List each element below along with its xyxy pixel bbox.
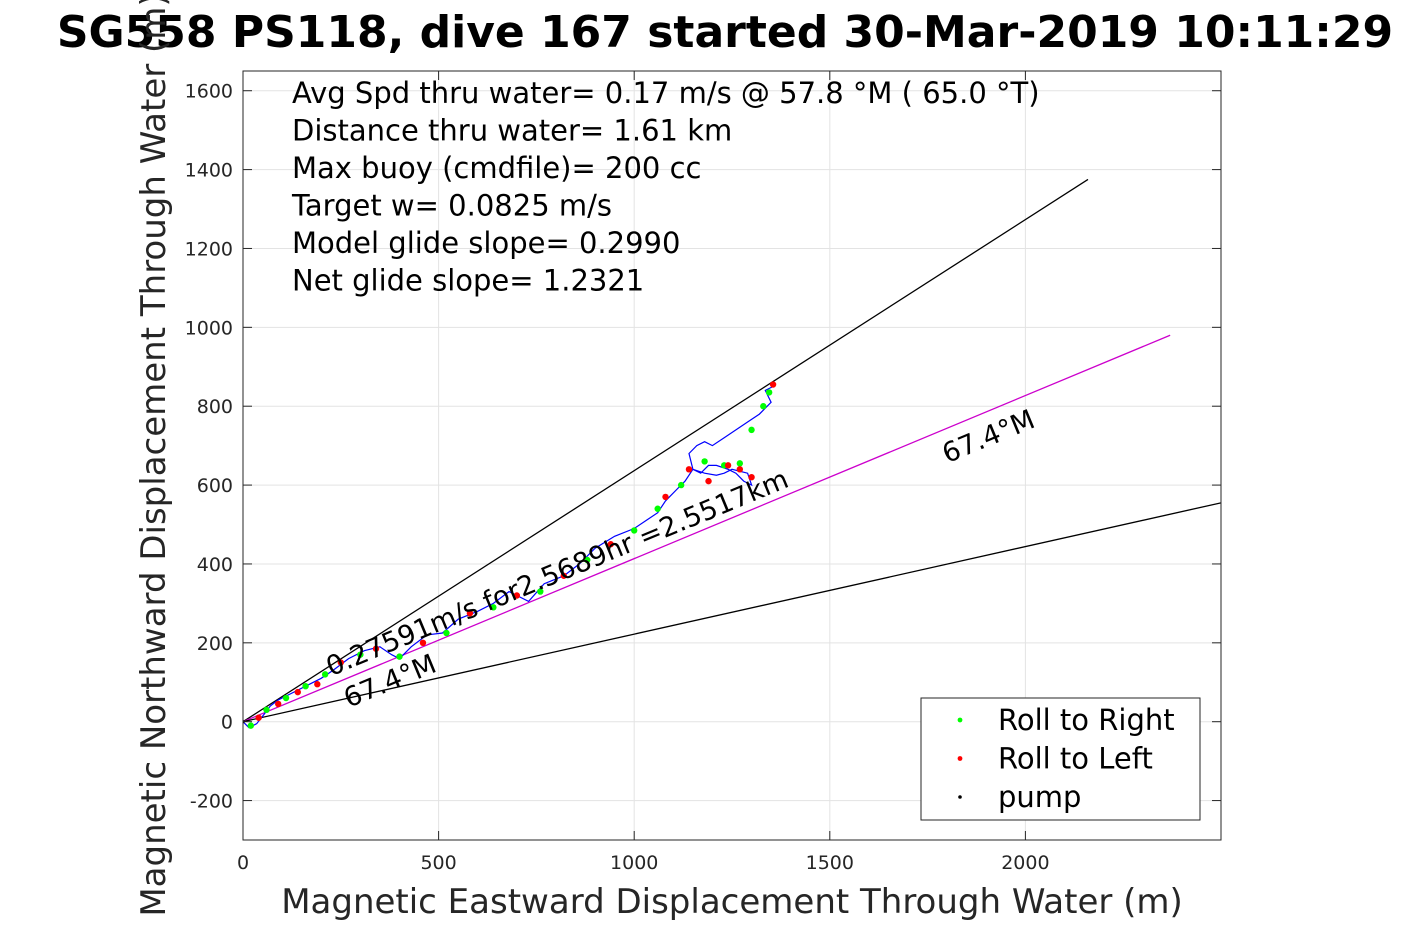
roll-right-point — [357, 651, 364, 658]
info-line: Distance thru water= 1.61 km — [292, 114, 732, 148]
x-tick-label: 1000 — [610, 852, 658, 874]
roll-right-point — [736, 460, 744, 467]
roll-left-point — [748, 473, 755, 481]
y-tick-label: -200 — [190, 791, 233, 813]
roll-right-point — [247, 722, 255, 729]
y-tick-label: 1400 — [185, 160, 233, 182]
info-line: Avg Spd thru water= 0.17 m/s @ 57.8 °M (… — [292, 76, 1040, 110]
legend-entry: Roll to Left — [998, 742, 1153, 776]
y-tick-label: 1200 — [185, 238, 233, 260]
roll-left-point — [419, 639, 427, 647]
roll-right-point — [321, 671, 329, 678]
roll-left-point — [314, 681, 321, 688]
roll-left-point — [513, 592, 521, 599]
plot-frame — [242, 70, 1222, 841]
y-tick-label: 0 — [221, 712, 233, 734]
roll-left-point — [607, 541, 614, 548]
y-tick-label: 200 — [197, 633, 233, 655]
info-line: Target w= 0.0825 m/s — [291, 189, 612, 223]
roll-right-point — [302, 683, 309, 690]
roll-right-point — [584, 556, 591, 564]
roll-left-point — [724, 462, 732, 469]
roll-right-point — [443, 629, 450, 637]
reference-line — [243, 178, 1089, 723]
roll-left-point — [337, 659, 344, 666]
roll-left-point — [466, 610, 474, 617]
roll-markers — [243, 381, 777, 729]
roll-left-point — [275, 700, 282, 708]
ticks — [242, 71, 1221, 840]
reference-line — [243, 502, 1221, 723]
legend-entry: Roll to Right — [998, 703, 1175, 737]
roll-left-point — [294, 688, 301, 696]
roll-left-point — [662, 493, 669, 501]
y-axis-label: Magnetic Northward Displacement Through … — [134, 0, 174, 917]
roll-left-point — [560, 572, 567, 579]
legend: Roll to Right Roll to Left pump — [920, 697, 1201, 821]
info-line: Max buoy (cmdfile)= 200 cc — [292, 151, 701, 185]
roll-left-point — [705, 477, 712, 485]
roll-right-point — [631, 527, 638, 534]
legend-marker — [958, 795, 962, 799]
y-tick-label: 800 — [197, 396, 233, 418]
y-tick-label: 1000 — [185, 317, 233, 339]
roll-left-point — [769, 381, 777, 388]
roll-left-point — [372, 645, 380, 652]
tick-labels: 0 500 1000 1500 2000 -200 0 200 400 600 800 1000 120… — [185, 81, 1050, 874]
x-tick-label: 1500 — [806, 852, 854, 874]
y-tick-label: 600 — [197, 475, 233, 497]
info-line: Model glide slope= 0.2990 — [292, 226, 680, 260]
x-tick-label: 2000 — [1001, 852, 1049, 874]
y-tick-label: 400 — [197, 554, 233, 576]
x-tick-label: 500 — [420, 852, 456, 874]
roll-right-point — [748, 426, 755, 434]
roll-right-point — [282, 694, 290, 702]
roll-right-point — [537, 588, 544, 595]
roll-right-point — [701, 458, 708, 465]
legend-marker — [957, 717, 963, 723]
roll-right-point — [490, 604, 497, 611]
legend-box — [920, 697, 1201, 821]
roll-right-point — [654, 505, 661, 512]
legend-entry: pump — [998, 780, 1081, 814]
roll-right-point — [760, 403, 767, 410]
roll-left-point — [685, 466, 693, 473]
info-text: Avg Spd thru water= 0.17 m/s @ 57.8 °M (… — [291, 76, 1040, 298]
roll-left-point — [736, 466, 744, 473]
roll-left-point — [255, 714, 262, 721]
x-tick-label: 0 — [237, 852, 249, 874]
legend-marker — [957, 756, 963, 761]
roll-right-point — [396, 653, 403, 660]
roll-right-point — [677, 481, 685, 489]
roll-right-point — [263, 706, 270, 714]
roll-right-point — [765, 389, 773, 396]
chart-title: SG558 PS118, dive 167 started 30-Mar-201… — [57, 7, 1393, 58]
y-tick-label: 1600 — [185, 81, 233, 103]
info-line: Net glide slope= 1.2321 — [292, 264, 644, 298]
x-axis-label: Magnetic Eastward Displacement Through W… — [281, 882, 1183, 922]
